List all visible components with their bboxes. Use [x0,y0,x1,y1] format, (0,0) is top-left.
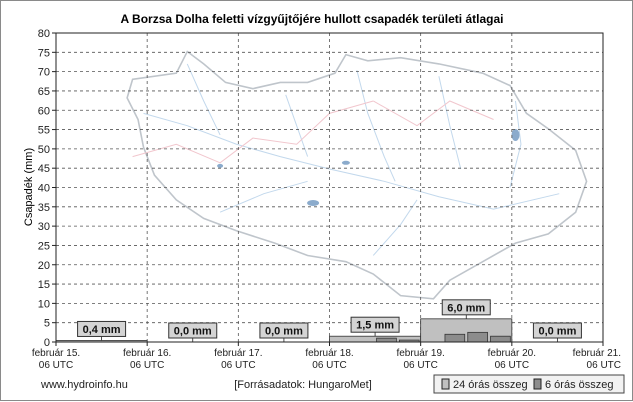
y-tick-label: 30 [38,221,50,233]
y-tick-label: 5 [44,318,50,330]
map-lake [307,199,320,206]
y-axis: 0 5 10 15 20 25 30 35 40 45 50 55 60 65 70 75 80 [38,28,56,349]
map-river [186,63,221,136]
y-tick-label: 55 [38,125,50,137]
legend-swatch-6h [533,378,542,390]
x-tick-label: február 20. [488,348,536,359]
bar-6h [444,333,466,343]
map-river [438,76,462,170]
map-lake [511,128,520,141]
source-text: [Forrásadatok: HungaroMet] [234,379,372,391]
website-text: www.hydroinfo.hu [40,379,128,391]
x-tick-label: február 16. [123,348,171,359]
x-tick-label-time: 06 UTC [587,360,621,371]
x-tick-label-time: 06 UTC [130,360,164,371]
x-tick-label: február 17. [214,348,262,359]
value-label: 6,0 mm [447,302,485,314]
value-label: 0,0 mm [538,326,576,338]
plot-border [55,32,604,343]
bar-6h [376,337,397,343]
x-tick-label: február 21. [573,348,621,359]
y-tick-label: 35 [38,202,50,214]
y-tick-label: 20 [38,260,50,272]
y-tick-label: 25 [38,240,50,252]
bar-6h [490,335,511,343]
legend-swatch-24h [441,378,450,390]
y-tick-label: 50 [38,144,50,156]
value-label: 0,4 mm [83,324,121,336]
value-label-box [532,322,582,339]
value-label-box [77,320,127,337]
x-tick-label-time: 06 UTC [221,360,255,371]
value-label: 1,5 mm [356,320,394,332]
grid-lines [56,33,603,342]
map-river [143,112,560,210]
y-tick-label: 60 [38,105,50,117]
value-label-box [259,322,309,339]
y-tick-label: 65 [38,86,50,98]
y-tick-label: 45 [38,163,50,175]
y-tick-label: 80 [38,28,50,40]
y-tick-label: 10 [38,298,50,310]
x-tick-label-time: 06 UTC [495,360,529,371]
map-river [356,69,396,182]
value-label-box [168,322,218,339]
basin-outline [126,50,588,300]
legend-label-6h: 6 órás összeg [545,379,613,391]
map-river [219,180,308,213]
x-tick-label-time: 06 UTC [312,360,346,371]
x-tick-label: február 15. [32,348,80,359]
y-tick-label: 70 [38,67,50,79]
value-label-box [350,316,400,333]
chart-title: A Borzsa Dolha feletti vízgyűjtőjére hul… [121,12,504,26]
legend: 24 órás összeg 6 órás összeg [433,374,625,394]
value-label: 0,0 mm [265,326,303,338]
value-label: 0,0 mm [174,326,212,338]
x-tick-label-time: 06 UTC [403,360,437,371]
map-lake [341,160,350,165]
y-tick-label: 40 [38,183,50,195]
map-river [285,94,309,157]
y-axis-label: Csapadék (mm) [23,148,35,226]
bars: 0,4 mm 0,0 mm 0,0 mm 1,5 mm 6,0 mm 0,0 mm [55,299,582,343]
value-label-box [441,299,491,316]
map-river [509,100,522,188]
y-tick-label: 15 [38,279,50,291]
x-tick-label-time: 06 UTC [39,360,73,371]
y-tick-label: 75 [38,47,50,59]
x-tick-label: február 18. [305,348,353,359]
bar-6h [467,331,488,343]
legend-box [433,374,625,394]
legend-label-24h: 24 órás összeg [453,379,528,391]
x-tick-label: február 19. [396,348,444,359]
y-tick-label: 0 [44,337,50,349]
map-lake [217,163,224,168]
